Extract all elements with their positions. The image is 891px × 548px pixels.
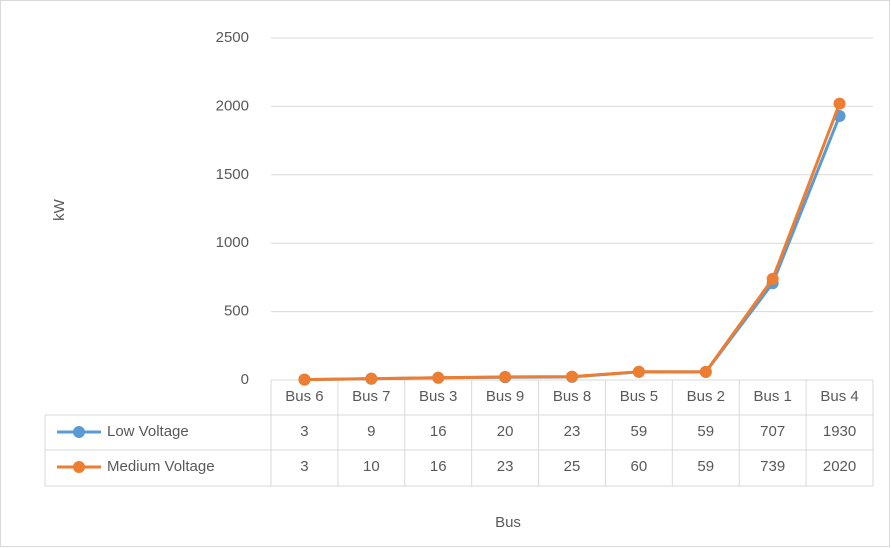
table-value: 16: [430, 458, 447, 475]
data-point: [365, 372, 378, 385]
y-tick-label: 1500: [216, 166, 249, 183]
table-value: 3: [300, 423, 308, 440]
table-value: 9: [367, 423, 375, 440]
table-value: 2020: [823, 458, 856, 475]
x-axis-title: Bus: [495, 514, 521, 531]
y-tick-label: 2500: [216, 29, 249, 46]
data-point: [499, 370, 512, 383]
y-tick-label: 2000: [216, 97, 249, 114]
legend-marker: [73, 461, 85, 473]
table-value: 59: [631, 423, 648, 440]
data-point: [432, 371, 445, 384]
table-value: 10: [363, 458, 380, 475]
legend-label: Medium Voltage: [107, 458, 215, 475]
y-tick-label: 500: [224, 303, 249, 320]
table-value: 739: [760, 458, 785, 475]
x-tick-label: Bus 9: [486, 388, 524, 405]
table-value: 25: [564, 458, 581, 475]
legend-label: Low Voltage: [107, 423, 189, 440]
data-point: [566, 370, 578, 383]
x-tick-label: Bus 7: [352, 388, 390, 405]
y-axis-title: kW: [51, 198, 68, 221]
table-value: 60: [631, 458, 648, 475]
data-point: [632, 365, 645, 378]
table-value: 23: [497, 458, 514, 475]
table-value: 3: [300, 458, 308, 475]
table-value: 59: [697, 458, 714, 475]
y-tick-label: 1000: [216, 234, 249, 251]
data-point: [766, 272, 779, 285]
table-value: 707: [760, 423, 785, 440]
y-tick-label: 0: [241, 371, 249, 388]
data-point: [699, 365, 712, 378]
data-point: [298, 373, 311, 386]
x-tick-label: Bus 4: [820, 388, 858, 405]
table-value: 20: [497, 423, 514, 440]
table-value: 1930: [823, 423, 856, 440]
table-value: 59: [697, 423, 714, 440]
x-tick-label: Bus 1: [753, 388, 791, 405]
legend-marker: [73, 426, 85, 438]
data-point: [833, 97, 846, 110]
table-value: 23: [564, 423, 581, 440]
x-tick-label: Bus 2: [687, 388, 725, 405]
x-tick-label: Bus 6: [285, 388, 323, 405]
x-tick-label: Bus 3: [419, 388, 457, 405]
x-tick-label: Bus 8: [553, 388, 591, 405]
table-value: 16: [430, 423, 447, 440]
x-tick-label: Bus 5: [620, 388, 658, 405]
